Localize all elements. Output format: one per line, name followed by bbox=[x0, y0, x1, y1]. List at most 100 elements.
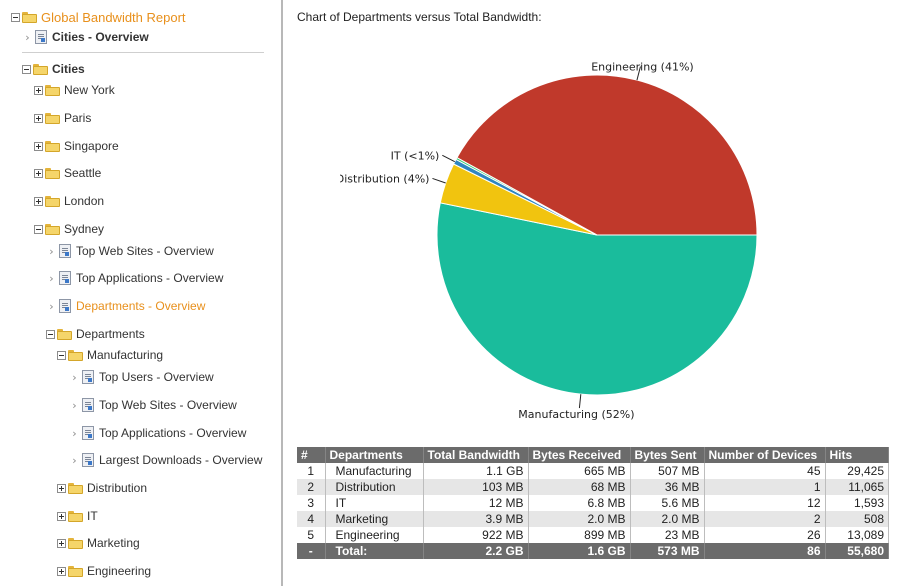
chevron-right-icon: › bbox=[49, 244, 54, 258]
table-total-cell: 573 MB bbox=[630, 543, 705, 559]
tree-node-top-web-sites[interactable]: › Top Web Sites - Overview bbox=[46, 242, 214, 260]
tree-node-largest-downloads[interactable]: › Largest Downloads - Overview bbox=[69, 451, 262, 469]
column-header: # bbox=[297, 447, 326, 463]
pie-label: IT (<1%) bbox=[391, 149, 440, 162]
pie-slice-manufacturing bbox=[436, 202, 758, 396]
folder-open-icon bbox=[45, 223, 60, 235]
report-icon bbox=[82, 426, 94, 440]
collapse-icon[interactable] bbox=[22, 64, 31, 74]
table-cell: 23 MB bbox=[630, 527, 705, 543]
table-cell: 3 bbox=[297, 495, 326, 511]
table-cell: 5.6 MB bbox=[630, 495, 705, 511]
tree-node-top-applications[interactable]: › Top Applications - Overview bbox=[46, 269, 223, 287]
pie-slice-engineering bbox=[456, 74, 758, 236]
tree-node-marketing[interactable]: Marketing bbox=[57, 534, 140, 552]
expand-icon[interactable] bbox=[34, 168, 43, 178]
table-row: 1 Manufacturing 1.1 GB 665 MB 507 MB 45 29,425 bbox=[297, 463, 889, 479]
expand-icon[interactable] bbox=[57, 511, 66, 521]
folder-icon bbox=[68, 510, 83, 522]
table-cell: 12 bbox=[704, 495, 826, 511]
collapse-icon[interactable] bbox=[57, 350, 66, 360]
expand-icon[interactable] bbox=[34, 196, 43, 206]
table-cell: 36 MB bbox=[630, 479, 705, 495]
tree-node-label: Top Users - Overview bbox=[99, 370, 214, 384]
tree-node-engineering[interactable]: Engineering bbox=[57, 562, 151, 580]
tree-node-mfg-top-web-sites[interactable]: › Top Web Sites - Overview bbox=[69, 396, 237, 414]
tree-node-label: Engineering bbox=[87, 564, 152, 578]
pie-leader-line bbox=[636, 66, 641, 81]
expand-icon[interactable] bbox=[34, 85, 43, 95]
tree-node-new-york[interactable]: New York bbox=[34, 81, 115, 99]
pie-label: Distribution (4%) bbox=[340, 172, 429, 185]
tree-node-sydney[interactable]: Sydney bbox=[34, 220, 104, 238]
table-cell: Engineering bbox=[325, 527, 424, 543]
table-cell: 12 MB bbox=[423, 495, 529, 511]
expand-icon[interactable] bbox=[34, 141, 43, 151]
tree-node-london[interactable]: London bbox=[34, 192, 104, 210]
tree-node-label: Top Web Sites - Overview bbox=[99, 398, 237, 412]
tree-node-global-bandwidth-report[interactable]: Global Bandwidth Report bbox=[11, 8, 186, 26]
tree-node-distribution[interactable]: Distribution bbox=[57, 479, 147, 497]
tree-node-cities[interactable]: Cities bbox=[22, 60, 85, 78]
pie-label: Engineering (41%) bbox=[591, 61, 694, 74]
expand-icon[interactable] bbox=[57, 566, 66, 576]
chevron-right-icon: › bbox=[72, 398, 77, 412]
table-cell: Manufacturing bbox=[325, 463, 424, 479]
tree-node-cities-overview[interactable]: › Cities - Overview bbox=[22, 28, 149, 46]
table-cell: IT bbox=[325, 495, 424, 511]
table-row: 3 IT 12 MB 6.8 MB 5.6 MB 12 1,593 bbox=[297, 495, 889, 511]
table-header-row: # Departments Total Bandwidth Bytes Rece… bbox=[297, 447, 889, 463]
tree-node-seattle[interactable]: Seattle bbox=[34, 164, 101, 182]
table-cell: 1.1 GB bbox=[423, 463, 529, 479]
collapse-icon[interactable] bbox=[11, 12, 20, 22]
report-icon bbox=[59, 244, 71, 258]
tree-node-label: Cities bbox=[52, 62, 85, 76]
tree-node-it[interactable]: IT bbox=[57, 507, 98, 525]
tree-node-departments[interactable]: Departments bbox=[46, 325, 145, 343]
table-cell: 1 bbox=[704, 479, 826, 495]
tree-node-manufacturing[interactable]: Manufacturing bbox=[57, 346, 163, 364]
tree-node-label: Largest Downloads - Overview bbox=[99, 453, 263, 467]
expand-icon[interactable] bbox=[57, 538, 66, 548]
table-total-cell: - bbox=[297, 543, 326, 559]
collapse-icon[interactable] bbox=[34, 224, 43, 234]
expand-icon[interactable] bbox=[34, 113, 43, 123]
table-cell: 2.0 MB bbox=[528, 511, 631, 527]
folder-open-icon bbox=[22, 11, 37, 23]
tree-node-label: Manufacturing bbox=[87, 348, 164, 362]
tree-node-departments-overview[interactable]: › Departments - Overview bbox=[46, 297, 205, 315]
column-header: Hits bbox=[825, 447, 889, 463]
table-total-row: - Total: 2.2 GB 1.6 GB 573 MB 86 55,680 bbox=[297, 543, 889, 559]
tree-node-paris[interactable]: Paris bbox=[34, 109, 91, 127]
folder-icon bbox=[45, 195, 60, 207]
tree-node-top-users[interactable]: › Top Users - Overview bbox=[69, 368, 214, 386]
pie-leader-line bbox=[432, 177, 446, 184]
table-cell: 1 bbox=[297, 463, 326, 479]
column-header: Departments bbox=[325, 447, 424, 463]
table-cell: 29,425 bbox=[825, 463, 889, 479]
expand-icon[interactable] bbox=[57, 483, 66, 493]
column-header: Total Bandwidth bbox=[423, 447, 529, 463]
tree-node-label: IT bbox=[87, 509, 98, 523]
tree-node-mfg-top-applications[interactable]: › Top Applications - Overview bbox=[69, 424, 246, 442]
table-cell: 899 MB bbox=[528, 527, 631, 543]
collapse-icon[interactable] bbox=[46, 329, 55, 339]
table-total-cell: 86 bbox=[704, 543, 826, 559]
pie-leader-line bbox=[442, 154, 456, 163]
table-cell: 3.9 MB bbox=[423, 511, 529, 527]
tree-node-label: Departments bbox=[76, 327, 145, 341]
tree-node-label: Global Bandwidth Report bbox=[41, 9, 186, 25]
folder-icon bbox=[45, 140, 60, 152]
chevron-right-icon: › bbox=[49, 299, 54, 313]
report-icon bbox=[35, 30, 47, 44]
table-total-cell: 55,680 bbox=[825, 543, 889, 559]
chart-heading: Chart of Departments versus Total Bandwi… bbox=[297, 10, 542, 24]
tree-node-label: Top Applications - Overview bbox=[76, 271, 224, 285]
chevron-right-icon: › bbox=[49, 271, 54, 285]
table-cell: Distribution bbox=[325, 479, 424, 495]
table-total-cell: Total: bbox=[325, 543, 424, 559]
folder-icon bbox=[68, 537, 83, 549]
chevron-right-icon: › bbox=[72, 370, 77, 384]
table-cell: 103 MB bbox=[423, 479, 529, 495]
tree-node-singapore[interactable]: Singapore bbox=[34, 137, 119, 155]
